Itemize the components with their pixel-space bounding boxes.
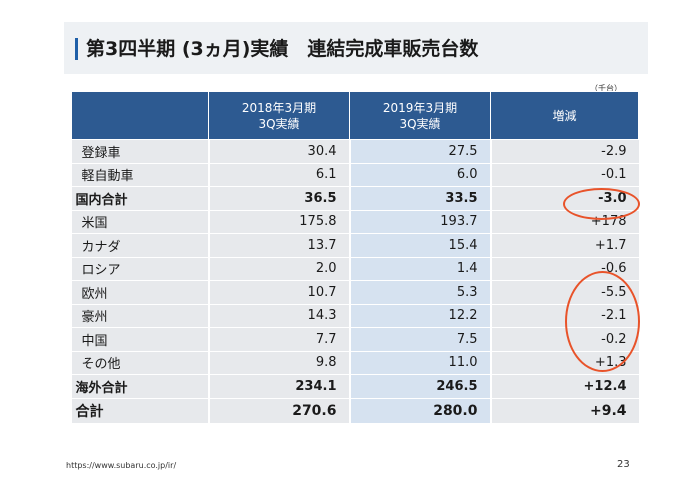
change-value: +9.4 <box>489 398 639 424</box>
header-blank <box>71 91 209 140</box>
change-value: -0.1 <box>489 163 639 187</box>
fy2019-value: 280.0 <box>348 398 491 424</box>
row-label: 海外合計 <box>71 374 209 399</box>
fy2019-value: 6.0 <box>348 163 491 187</box>
title-accent-bar <box>75 38 78 60</box>
header-fy2018-line1: 2018年3月期 <box>241 100 317 115</box>
slide-title: 第3四半期 (3ヵ月)実績 連結完成車販売台数 <box>86 38 479 60</box>
fy2018-value: 175.8 <box>207 210 350 234</box>
row-label: ロシア <box>71 257 209 281</box>
table-row: 海外合計 234.1 246.5 +12.4 <box>71 374 639 399</box>
header-fy2018: 2018年3月期 3Q実績 <box>208 91 350 140</box>
table-header-row: 2018年3月期 3Q実績 2019年3月期 3Q実績 増減 <box>71 91 639 140</box>
row-label: 軽自動車 <box>71 163 209 187</box>
fy2018-value: 6.1 <box>207 163 350 187</box>
unit-label: （千台） <box>590 84 622 93</box>
table-row: 豪州 14.3 12.2 -2.1 <box>71 304 639 328</box>
fy2019-value: 193.7 <box>348 210 491 234</box>
change-value: +1.7 <box>489 233 639 258</box>
change-value: -3.0 <box>489 186 639 211</box>
fy2018-value: 234.1 <box>207 374 350 399</box>
table-row: その他 9.8 11.0 +1.3 <box>71 351 639 375</box>
page-number: 23 <box>617 459 630 470</box>
table-row: 中国 7.7 7.5 -0.2 <box>71 327 639 352</box>
fy2018-value: 9.8 <box>207 351 350 375</box>
fy2019-value: 12.2 <box>348 304 491 328</box>
fy2019-value: 246.5 <box>348 374 491 399</box>
fy2019-value: 1.4 <box>348 257 491 281</box>
row-label: 豪州 <box>71 304 209 328</box>
fy2019-value: 11.0 <box>348 351 491 375</box>
table-row: 米国 175.8 193.7 +178 <box>71 210 639 234</box>
row-label: 欧州 <box>71 280 209 305</box>
header-fy2019: 2019年3月期 3Q実績 <box>349 91 491 140</box>
fy2019-value: 5.3 <box>348 280 491 305</box>
table-row: 軽自動車 6.1 6.0 -0.1 <box>71 163 639 187</box>
fy2018-value: 2.0 <box>207 257 350 281</box>
header-fy2019-line1: 2019年3月期 <box>382 100 458 115</box>
fy2019-value: 7.5 <box>348 327 491 352</box>
change-value: -0.2 <box>489 327 639 352</box>
fy2018-value: 30.4 <box>207 139 350 164</box>
table-row: 国内合計 36.5 33.5 -3.0 <box>71 186 639 211</box>
sales-table: 2018年3月期 3Q実績 2019年3月期 3Q実績 増減 登録車 30.4 27… <box>71 91 639 424</box>
row-label: 合計 <box>71 398 209 424</box>
row-label: 中国 <box>71 327 209 352</box>
fy2019-value: 27.5 <box>348 139 491 164</box>
header-change-label: 増減 <box>552 108 577 123</box>
row-label: カナダ <box>71 233 209 258</box>
fy2019-value: 33.5 <box>348 186 491 211</box>
fy2019-value: 15.4 <box>348 233 491 258</box>
fy2018-value: 14.3 <box>207 304 350 328</box>
footer-url: https://www.subaru.co.jp/ir/ <box>66 461 177 470</box>
header-fy2019-line2: 3Q実績 <box>399 116 441 131</box>
table-row: 登録車 30.4 27.5 -2.9 <box>71 139 639 164</box>
row-label: その他 <box>71 351 209 375</box>
fy2018-value: 270.6 <box>207 398 350 424</box>
row-label: 国内合計 <box>71 186 209 211</box>
change-value: +12.4 <box>489 374 639 399</box>
fy2018-value: 13.7 <box>207 233 350 258</box>
title-band <box>64 22 648 74</box>
fy2018-value: 7.7 <box>207 327 350 352</box>
header-change: 増減 <box>490 91 639 140</box>
change-value: -2.1 <box>489 304 639 328</box>
fy2018-value: 36.5 <box>207 186 350 211</box>
row-label: 登録車 <box>71 139 209 164</box>
change-value: +1.3 <box>489 351 639 375</box>
table-row: カナダ 13.7 15.4 +1.7 <box>71 233 639 258</box>
table-row: 合計 270.6 280.0 +9.4 <box>71 398 639 424</box>
table-row: ロシア 2.0 1.4 -0.6 <box>71 257 639 281</box>
fy2018-value: 10.7 <box>207 280 350 305</box>
change-value: -2.9 <box>489 139 639 164</box>
change-value: -5.5 <box>489 280 639 305</box>
row-label: 米国 <box>71 210 209 234</box>
change-value: -0.6 <box>489 257 639 281</box>
change-value: +178 <box>489 210 639 234</box>
header-fy2018-line2: 3Q実績 <box>258 116 300 131</box>
table-row: 欧州 10.7 5.3 -5.5 <box>71 280 639 305</box>
